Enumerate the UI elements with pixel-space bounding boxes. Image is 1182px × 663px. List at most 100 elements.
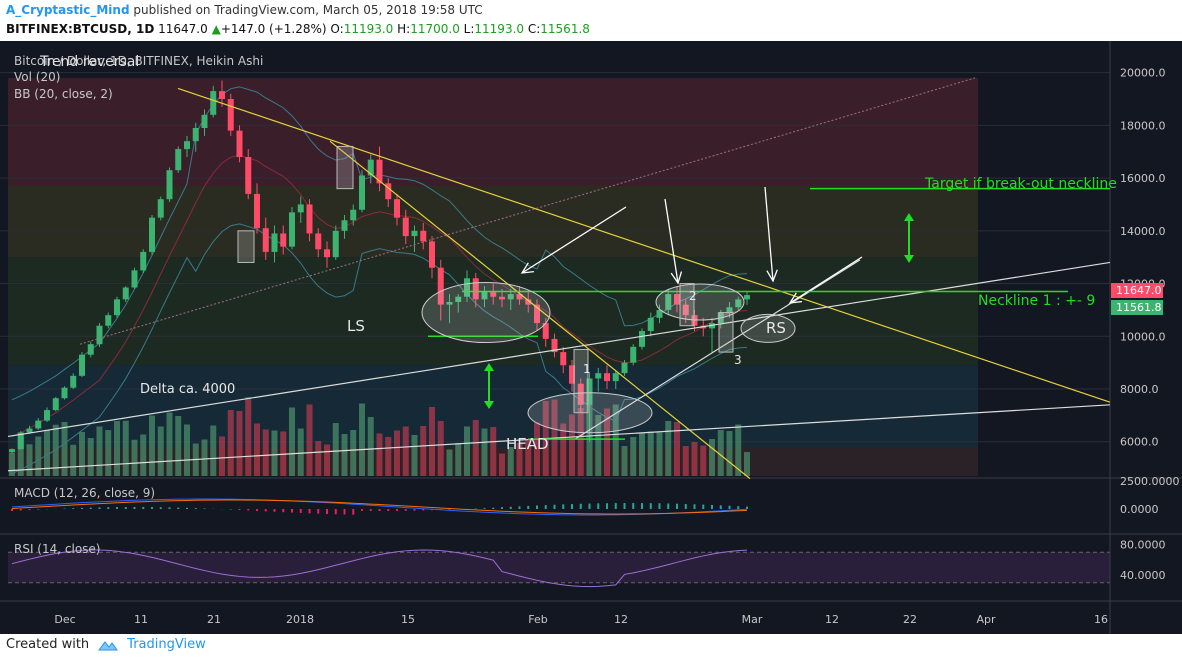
rsi-legend: RSI (14, close) <box>14 542 100 556</box>
publish-info: published on TradingView.com, March 05, … <box>133 3 483 17</box>
arrow-head-icon <box>788 292 802 304</box>
steep-trendline <box>329 140 751 480</box>
candle-body <box>551 338 558 353</box>
rs-ellipse-left <box>655 283 745 321</box>
volume-bar <box>691 442 698 476</box>
volume-bar <box>324 444 330 476</box>
candle-body <box>394 199 400 218</box>
footer: Created with TradingView <box>6 637 206 652</box>
candle-body <box>595 373 602 379</box>
volume-bar <box>665 421 672 476</box>
candle-body <box>499 296 505 300</box>
volume-bar <box>289 407 295 476</box>
annotation-label: Neckline 1 : +- 9 <box>978 293 1095 309</box>
volume-bar <box>682 446 689 476</box>
volume-bar <box>630 437 637 476</box>
annotation-label: 1 <box>583 362 591 376</box>
candle-body <box>332 230 339 258</box>
candle-body <box>612 373 619 382</box>
candle-body <box>630 346 637 363</box>
price-tick-label: 18000.0 <box>1120 119 1166 132</box>
time-tick-label: Dec <box>54 613 75 626</box>
author-link[interactable]: A_Cryptastic_Mind <box>6 3 130 17</box>
candle-body <box>262 228 269 252</box>
volume-bar <box>79 432 85 476</box>
candle-body <box>516 294 523 300</box>
candle-body <box>665 294 672 310</box>
candle-body <box>26 428 33 433</box>
price-tick-label: 8000.0 <box>1120 383 1159 396</box>
volume-bar <box>52 424 59 476</box>
candle-body <box>254 193 260 229</box>
h-label: H: <box>397 22 411 36</box>
rsi-line <box>11 549 748 588</box>
c-label: C: <box>527 22 541 36</box>
candle-body <box>604 373 610 382</box>
candle-body <box>429 241 435 268</box>
candle-body <box>376 159 383 184</box>
price-tick-label: 10000.0 <box>1120 330 1166 343</box>
time-tick-label: 16 <box>1094 613 1108 626</box>
volume-bar <box>245 397 252 476</box>
volume-bar <box>402 426 409 476</box>
pointer-arrow-4 <box>789 256 863 304</box>
volume-bar <box>612 404 619 476</box>
candle-body <box>79 354 85 376</box>
candle-body <box>367 159 374 176</box>
volume-bar <box>210 425 217 476</box>
volume-bar <box>70 444 77 476</box>
volume-bar <box>131 439 138 476</box>
candle-body <box>114 299 120 316</box>
time-tick-label: Feb <box>528 613 547 626</box>
zone-mid <box>8 257 978 366</box>
candle-body <box>385 183 392 200</box>
volume-bar <box>17 436 24 476</box>
volume-bar <box>350 430 357 476</box>
arrow-head-icon <box>766 269 778 283</box>
candle-body <box>569 365 575 384</box>
candle-body <box>149 217 155 252</box>
volume-bar <box>656 432 663 476</box>
volume-bar <box>744 451 750 476</box>
volume-bar <box>332 423 339 476</box>
candle-body <box>140 251 147 271</box>
head-ellipse <box>527 392 653 434</box>
candle-body <box>96 325 103 345</box>
time-tick-label: Mar <box>742 613 763 626</box>
trading-chart[interactable]: 20000.018000.016000.014000.012000.010000… <box>0 41 1182 634</box>
ls-ellipse <box>421 282 551 344</box>
annotation-label: 2 <box>689 289 697 303</box>
candle-body <box>105 315 112 326</box>
volume-bar <box>385 437 392 476</box>
l-value: 11193.0 <box>474 22 525 36</box>
volume-bar <box>394 430 400 476</box>
annotation-label: RS <box>766 319 786 337</box>
volume-bar <box>420 426 427 476</box>
annotation-label: Target if break-out neckline <box>924 176 1117 192</box>
candle-body <box>481 291 488 300</box>
volume-bar <box>525 439 532 476</box>
volume-bar <box>490 427 497 476</box>
close-price-tag <box>1111 300 1163 315</box>
tradingview-brand-link[interactable]: TradingView <box>127 637 206 652</box>
candle-body <box>87 344 94 355</box>
candle-body <box>402 217 409 237</box>
time-tick-label: 2018 <box>286 613 314 626</box>
candle-body <box>184 141 190 150</box>
time-tick-label: 11 <box>134 613 148 626</box>
candle-body <box>52 398 59 411</box>
volume-bar <box>621 446 628 476</box>
candle-body <box>297 204 304 213</box>
candle-body <box>192 128 199 142</box>
volume-bar <box>201 439 208 476</box>
volume-bar <box>376 433 383 476</box>
axis-layer: 20000.018000.016000.014000.012000.010000… <box>0 41 1182 634</box>
volume-bar <box>569 414 575 476</box>
legend-layer: Bitcoin / Dollar, 1D, BITFINEX, Heikin A… <box>14 54 263 556</box>
candle-body <box>70 375 77 388</box>
time-tick-label: 15 <box>401 613 415 626</box>
volume-bar <box>26 444 33 476</box>
c-value: 11561.8 <box>540 22 590 36</box>
volume-bar <box>96 426 103 476</box>
price-tick-label: 16000.0 <box>1120 172 1166 185</box>
